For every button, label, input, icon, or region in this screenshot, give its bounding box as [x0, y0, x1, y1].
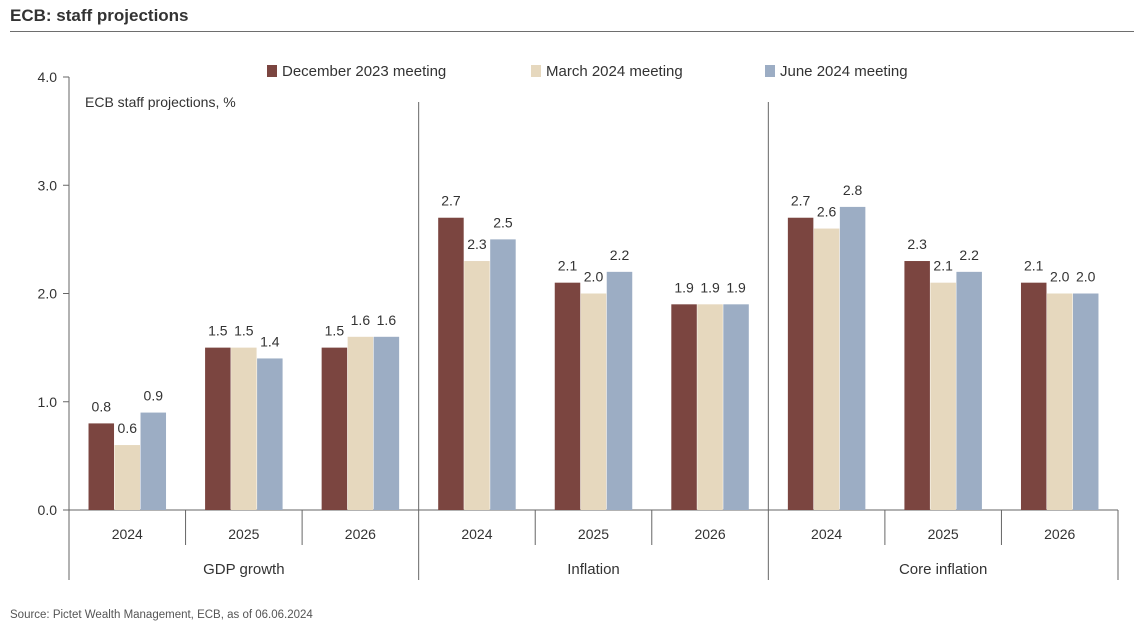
x-tick-label: 2024 [112, 526, 143, 542]
bar [114, 445, 141, 510]
legend-swatch [267, 65, 277, 77]
bar [88, 423, 115, 510]
bar [554, 282, 581, 510]
legend-label: March 2024 meeting [546, 63, 683, 80]
bar [671, 304, 697, 510]
chart-title: ECB: staff projections [10, 6, 189, 25]
bar [697, 304, 723, 510]
bar [140, 412, 167, 510]
bar [205, 347, 231, 510]
legend-swatch [765, 65, 775, 77]
data-label: 1.5 [208, 323, 228, 339]
y-tick-label: 4.0 [38, 69, 58, 85]
bar [1072, 293, 1099, 510]
bar [231, 347, 257, 510]
bar [956, 271, 982, 510]
data-label: 2.1 [933, 258, 953, 274]
y-tick-label: 1.0 [38, 394, 58, 410]
legend-swatch [531, 65, 541, 77]
legend-label: December 2023 meeting [282, 63, 446, 80]
y-tick-label: 3.0 [38, 177, 58, 193]
bar [257, 358, 283, 510]
bar [904, 261, 930, 510]
bar [1020, 282, 1047, 510]
data-label: 1.4 [260, 333, 280, 349]
y-tick-label: 0.0 [38, 502, 58, 518]
x-tick-label: 2024 [811, 526, 842, 542]
x-tick-label: 2025 [928, 526, 959, 542]
data-label: 2.0 [584, 269, 604, 285]
x-tick-label: 2026 [345, 526, 376, 542]
bar [723, 304, 749, 510]
y-tick-label: 2.0 [38, 286, 58, 302]
x-tick-label: 2025 [578, 526, 609, 542]
x-tick-label: 2025 [228, 526, 259, 542]
data-label: 1.9 [674, 279, 694, 295]
data-label: 2.3 [907, 236, 927, 252]
data-label: 1.9 [726, 279, 746, 295]
x-tick-label: 2024 [461, 526, 492, 542]
data-label: 2.0 [1050, 269, 1070, 285]
bar [839, 206, 866, 510]
data-label: 2.7 [441, 193, 461, 209]
data-label: 1.9 [700, 279, 720, 295]
bar [438, 217, 464, 510]
bar [347, 336, 374, 510]
bar [321, 347, 348, 510]
group-label: Inflation [567, 561, 620, 578]
bar [787, 217, 814, 510]
source-note: Source: Pictet Wealth Management, ECB, a… [10, 609, 313, 621]
bar [490, 239, 516, 510]
data-label: 1.5 [234, 323, 254, 339]
data-label: 0.8 [92, 398, 112, 414]
group-label: GDP growth [203, 561, 284, 578]
bar [464, 261, 490, 510]
data-label: 2.5 [493, 214, 513, 230]
data-label: 1.6 [351, 312, 371, 328]
data-label: 2.1 [558, 258, 578, 274]
data-label: 2.7 [791, 193, 811, 209]
data-label: 2.8 [843, 182, 863, 198]
data-label: 1.6 [377, 312, 397, 328]
chart-annotation: ECB staff projections, % [85, 94, 236, 110]
bar [373, 336, 400, 510]
bar [930, 282, 956, 510]
data-label: 1.5 [325, 323, 345, 339]
data-label: 2.1 [1024, 258, 1044, 274]
bar [813, 228, 840, 511]
data-label: 2.0 [1076, 269, 1096, 285]
bar [580, 293, 607, 510]
data-label: 2.2 [610, 247, 630, 263]
data-label: 0.9 [144, 388, 164, 404]
bar [1046, 293, 1073, 510]
title-divider [10, 31, 1134, 32]
data-label: 0.6 [118, 420, 138, 436]
x-tick-label: 2026 [694, 526, 725, 542]
data-label: 2.2 [959, 247, 979, 263]
data-label: 2.6 [817, 204, 837, 220]
x-tick-label: 2026 [1044, 526, 1075, 542]
bar [606, 271, 633, 510]
bar-chart: 0.0 1.0 2.0 3.0 4.0 0.8 0.6 0.9 2024 1.5 1.5 1.4 202… [38, 63, 1119, 580]
group-label: Core inflation [899, 561, 987, 578]
data-label: 2.3 [467, 236, 487, 252]
legend-label: June 2024 meeting [780, 63, 908, 80]
